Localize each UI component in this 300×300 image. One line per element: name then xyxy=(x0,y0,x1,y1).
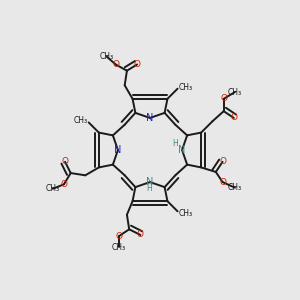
Text: N: N xyxy=(146,177,154,187)
Text: CH₃: CH₃ xyxy=(179,208,193,217)
Text: CH₃: CH₃ xyxy=(73,116,87,125)
Text: CH₃: CH₃ xyxy=(179,82,193,91)
Text: N: N xyxy=(178,145,186,155)
Text: O: O xyxy=(230,113,237,122)
Text: H: H xyxy=(146,184,152,194)
Text: N: N xyxy=(114,145,122,155)
Text: CH₃: CH₃ xyxy=(112,243,126,252)
Text: O: O xyxy=(220,94,227,103)
Text: O: O xyxy=(61,157,69,166)
Text: CH₃: CH₃ xyxy=(100,52,114,61)
Text: O: O xyxy=(60,180,68,189)
Text: CH₃: CH₃ xyxy=(46,184,60,193)
Text: O: O xyxy=(219,178,226,187)
Text: O: O xyxy=(219,157,226,166)
Text: N: N xyxy=(146,113,154,123)
Text: O: O xyxy=(112,60,119,69)
Text: H: H xyxy=(172,139,178,148)
Text: CH₃: CH₃ xyxy=(228,88,242,97)
Text: O: O xyxy=(134,60,141,69)
Text: O: O xyxy=(137,230,144,239)
Text: CH₃: CH₃ xyxy=(228,183,242,192)
Text: O: O xyxy=(116,232,123,241)
